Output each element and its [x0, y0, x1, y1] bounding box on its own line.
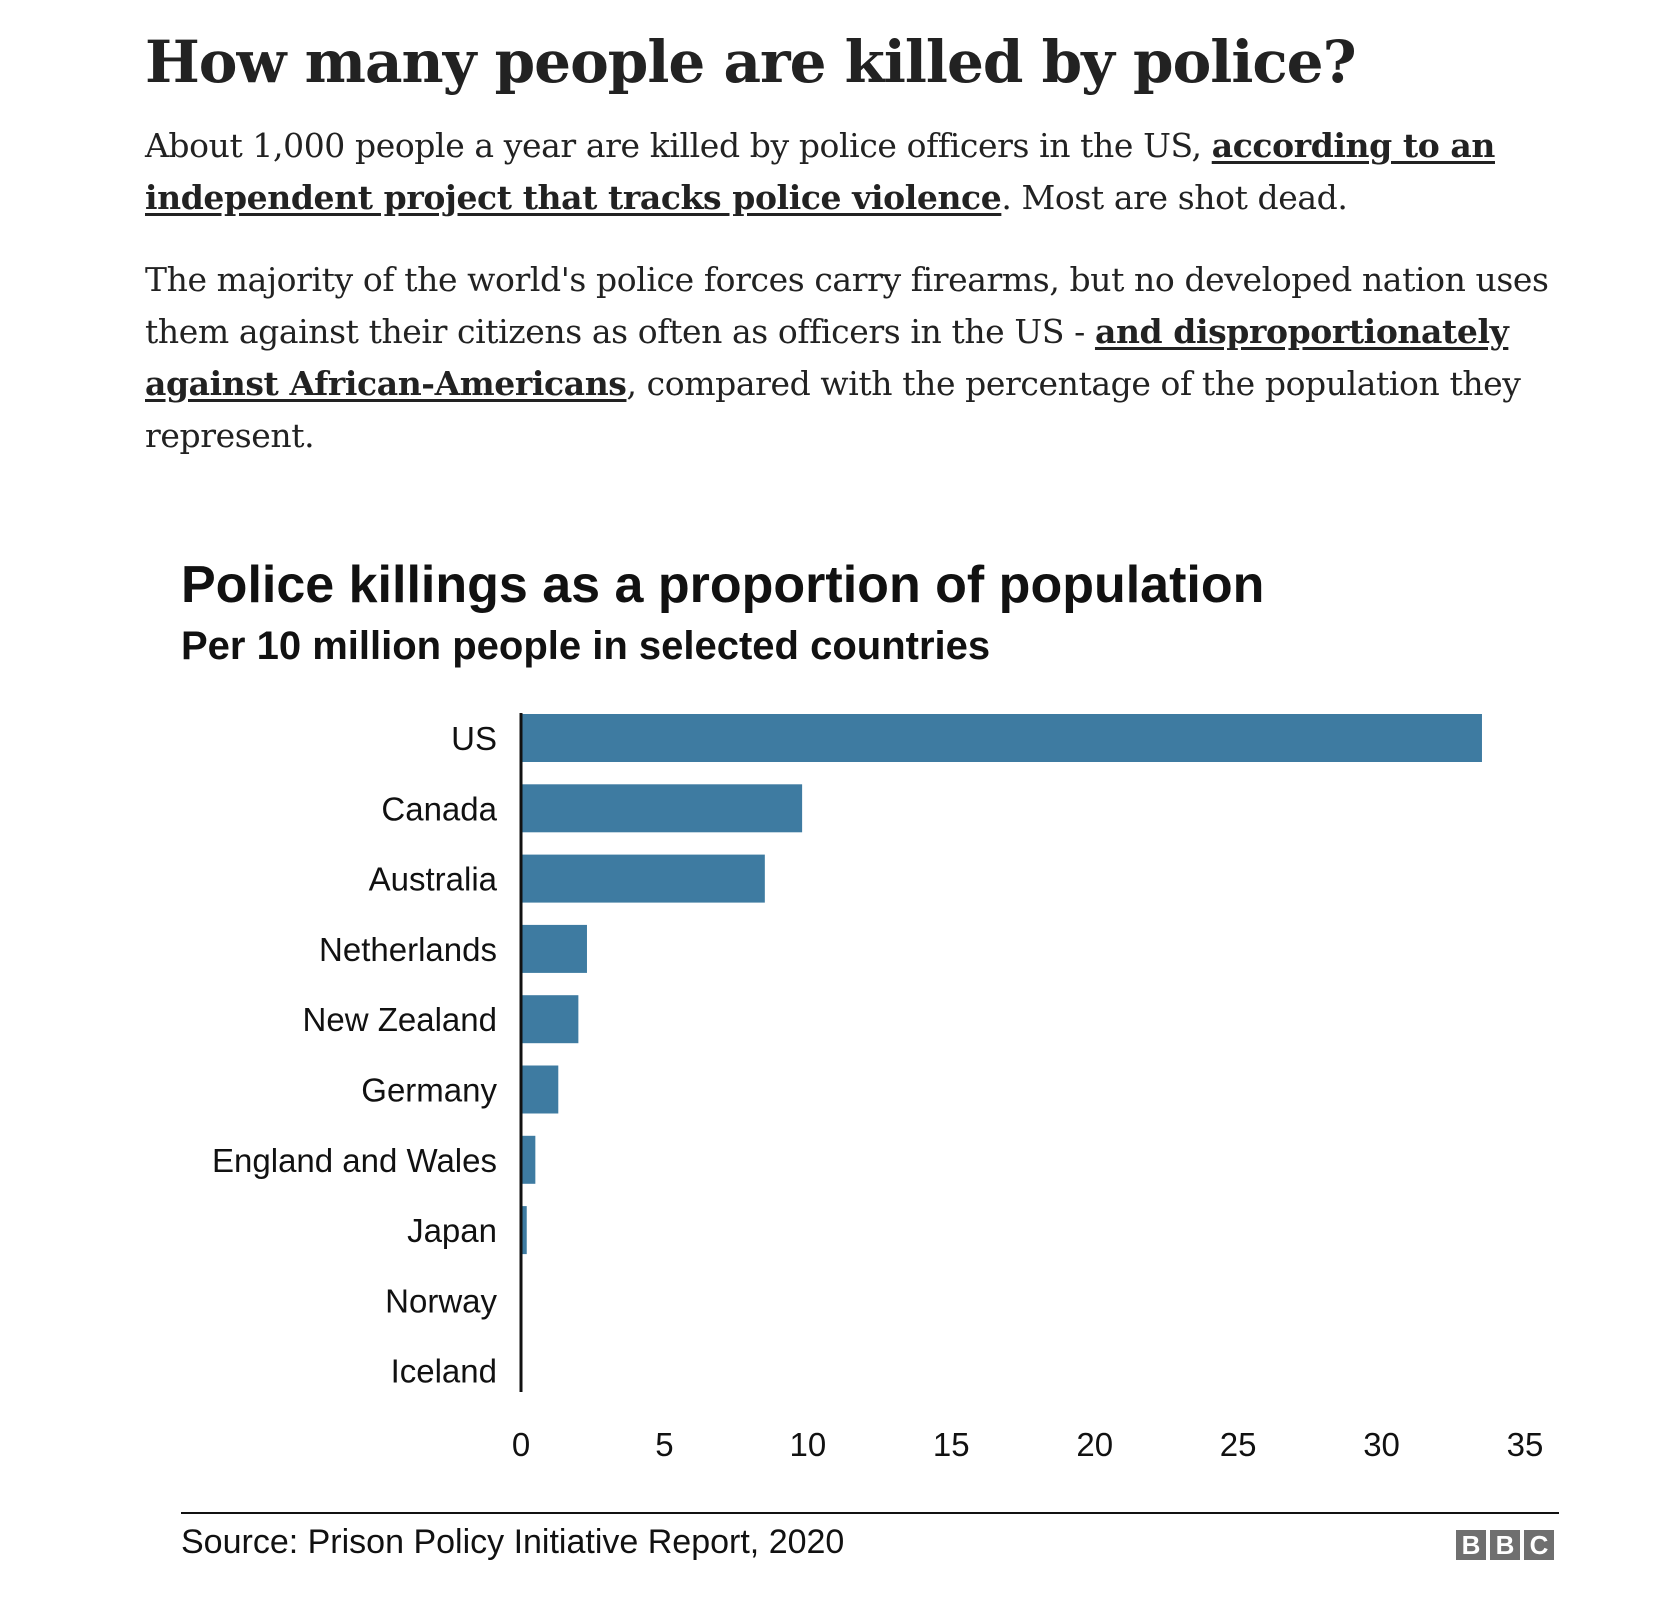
bar [521, 854, 765, 903]
logo-letter: C [1524, 1530, 1554, 1560]
source-note: Source: Prison Policy Initiative Report,… [181, 1523, 845, 1561]
paragraph-text: The majority of the world's police force… [145, 259, 1549, 351]
category-label: New Zealand [303, 1001, 497, 1038]
x-tick-label: 20 [1076, 1426, 1113, 1463]
bar [521, 1065, 559, 1114]
bar [521, 784, 803, 833]
x-tick-label: 30 [1363, 1426, 1400, 1463]
tracking-project-link[interactable]: according to an independent project that… [145, 125, 1495, 217]
x-tick-label: 0 [512, 1426, 530, 1463]
category-label: Australia [369, 861, 498, 898]
category-label: England and Wales [212, 1142, 497, 1179]
x-tick-label: 15 [933, 1426, 970, 1463]
disproportionate-link[interactable]: and disproportionately against African-A… [145, 311, 1509, 403]
category-label: Iceland [391, 1353, 497, 1390]
article-paragraph-2: The majority of the world's police force… [145, 254, 1605, 462]
category-label: Netherlands [319, 931, 497, 968]
logo-letter: B [1490, 1530, 1520, 1560]
paragraph-text: About 1,000 people a year are killed by … [145, 125, 1212, 165]
category-label: Japan [407, 1212, 497, 1249]
article-headline: How many people are killed by police? [145, 28, 1357, 96]
bbc-logo: B B C [1456, 1530, 1554, 1560]
paragraph-text: , compared with the percentage of the po… [145, 363, 1521, 455]
bar [521, 714, 1482, 762]
bar [521, 1135, 536, 1184]
chart-title: Police killings as a proportion of popul… [181, 556, 1265, 614]
x-tick-label: 25 [1220, 1426, 1257, 1463]
category-label: Germany [361, 1072, 497, 1109]
chart-subtitle: Per 10 million people in selected countr… [181, 624, 991, 668]
bar [521, 924, 587, 973]
bar [521, 1206, 527, 1255]
x-tick-label: 35 [1507, 1426, 1544, 1463]
article: How many people are killed by police? Ab… [145, 28, 1605, 462]
paragraph-text: . Most are shot dead. [1001, 177, 1348, 217]
category-label: Canada [381, 790, 497, 827]
logo-letter: B [1456, 1530, 1486, 1560]
category-label: Norway [385, 1282, 497, 1319]
category-label: US [451, 720, 497, 757]
x-tick-label: 5 [655, 1426, 673, 1463]
source-divider [181, 1512, 1559, 1514]
x-tick-label: 10 [789, 1426, 826, 1463]
article-paragraph-1: About 1,000 people a year are killed by … [145, 120, 1605, 224]
bar [521, 995, 579, 1044]
